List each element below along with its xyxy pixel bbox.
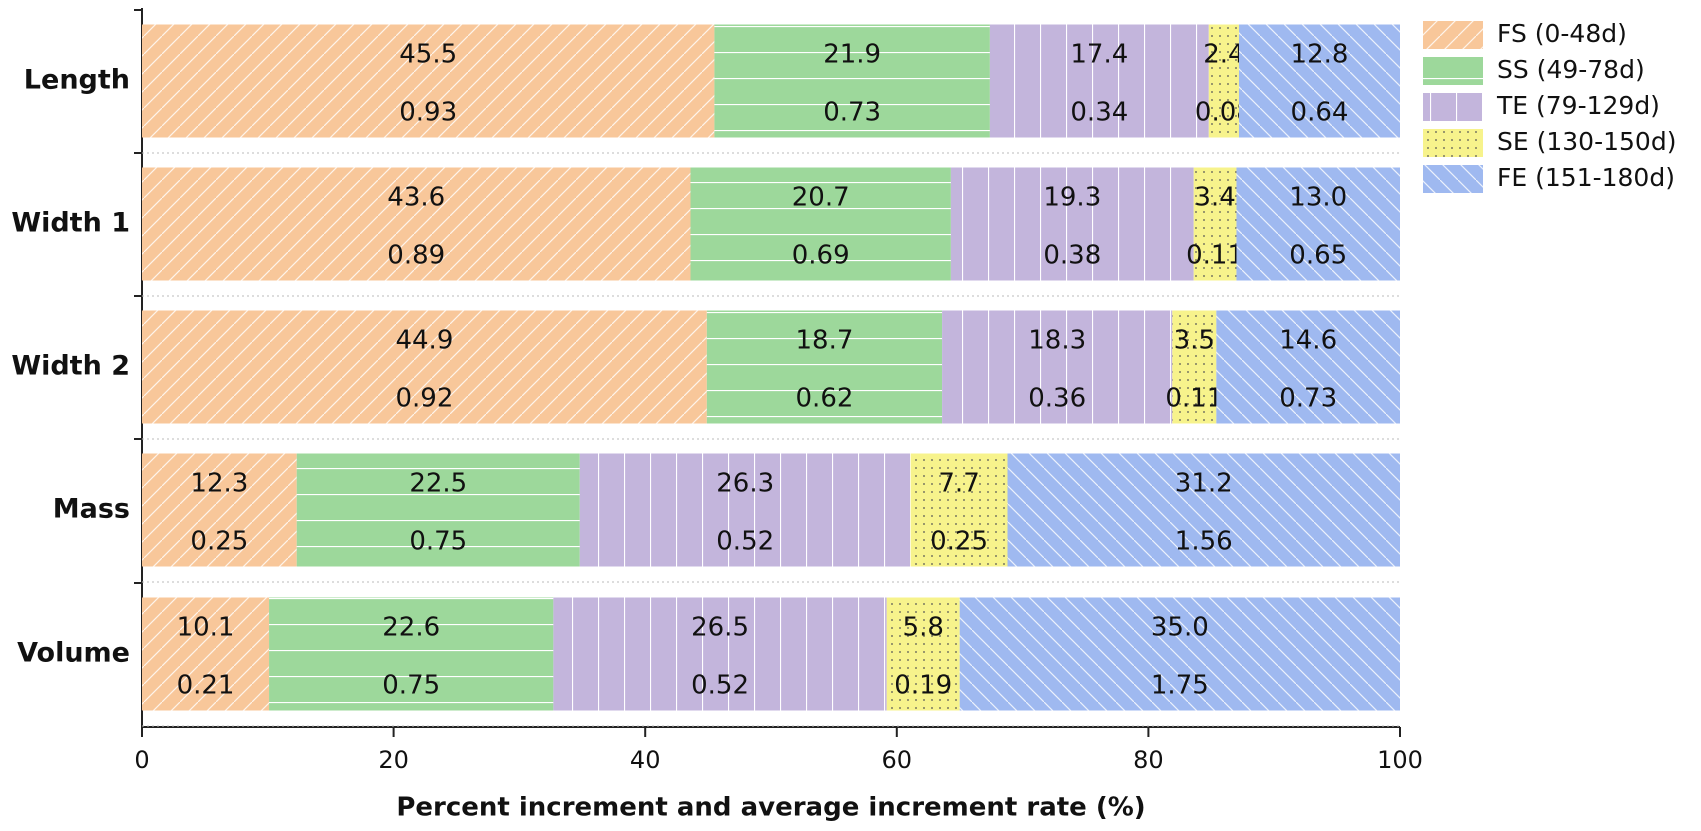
bar-segment xyxy=(579,453,911,567)
value-label: 17.4 xyxy=(1070,40,1128,70)
legend-label: TE (79-129d) xyxy=(1496,91,1660,120)
rate-label: 0.25 xyxy=(190,527,248,557)
bar-segment xyxy=(1208,24,1239,138)
value-label: 31.2 xyxy=(1175,469,1233,499)
rate-label: 0.52 xyxy=(691,671,749,701)
rate-label: 0.21 xyxy=(177,671,235,701)
bar-segment xyxy=(989,24,1209,138)
value-label: 19.3 xyxy=(1043,183,1101,213)
bar-segment xyxy=(959,597,1400,711)
x-tick-label: 100 xyxy=(1377,746,1423,774)
value-label: 3.5 xyxy=(1174,326,1215,356)
x-tick-label: 0 xyxy=(134,746,149,774)
legend-swatch xyxy=(1423,57,1483,85)
category-label: Mass xyxy=(53,494,130,525)
x-tick-label: 20 xyxy=(378,746,409,774)
value-label: 26.3 xyxy=(716,469,774,499)
bar-segment xyxy=(142,597,270,711)
rate-label: 0.11 xyxy=(1186,241,1244,271)
rate-label: 0.62 xyxy=(796,384,854,414)
value-label: 12.3 xyxy=(190,469,248,499)
legend-swatch xyxy=(1423,165,1483,193)
bar-segment xyxy=(142,453,297,567)
value-label: 3.4 xyxy=(1194,183,1235,213)
category-label: Length xyxy=(24,65,130,96)
category-label: Width 2 xyxy=(11,351,130,382)
x-tick-label: 60 xyxy=(882,746,913,774)
legend-swatch xyxy=(1423,21,1483,49)
value-label: 21.9 xyxy=(823,40,881,70)
rate-label: 0.19 xyxy=(894,671,952,701)
category-label: Width 1 xyxy=(11,208,130,239)
bar-segment xyxy=(296,453,580,567)
bar-segment xyxy=(1236,167,1400,281)
value-label: 18.7 xyxy=(796,326,854,356)
rate-label: 0.75 xyxy=(382,671,440,701)
legend-swatch xyxy=(1423,93,1483,121)
bar-segment xyxy=(910,453,1008,567)
bar-segment xyxy=(269,597,554,711)
rate-label: 0.73 xyxy=(1279,384,1337,414)
value-label: 13.0 xyxy=(1289,183,1347,213)
bar-segment xyxy=(950,167,1194,281)
bar-segment xyxy=(142,167,691,281)
value-label: 7.7 xyxy=(938,469,979,499)
legend-label: FE (151-180d) xyxy=(1497,163,1675,192)
bar-segment xyxy=(1172,310,1217,424)
legend-swatch xyxy=(1423,129,1483,157)
bar-segment xyxy=(1216,310,1400,424)
bar-segment xyxy=(706,310,943,424)
rate-label: 0.69 xyxy=(792,241,850,271)
rate-label: 0.92 xyxy=(395,384,453,414)
x-tick-label: 80 xyxy=(1133,746,1164,774)
bar-segment xyxy=(142,310,707,424)
rate-label: 0.36 xyxy=(1028,384,1086,414)
value-label: 26.5 xyxy=(691,613,749,643)
rate-label: 0.25 xyxy=(930,527,988,557)
value-label: 18.3 xyxy=(1028,326,1086,356)
rate-label: 0.38 xyxy=(1043,241,1101,271)
rate-label: 1.75 xyxy=(1151,671,1209,701)
rate-label: 0.89 xyxy=(387,241,445,271)
value-label: 22.5 xyxy=(409,469,467,499)
bar-segment xyxy=(1238,24,1400,138)
x-axis-label: Percent increment and average increment … xyxy=(396,793,1145,823)
rate-label: 0.73 xyxy=(823,98,881,128)
value-label: 10.1 xyxy=(177,613,235,643)
bar-segment xyxy=(886,597,960,711)
value-label: 45.5 xyxy=(399,40,457,70)
value-label: 14.6 xyxy=(1279,326,1337,356)
bar-segment xyxy=(942,310,1173,424)
value-label: 35.0 xyxy=(1151,613,1209,643)
rate-label: 0.75 xyxy=(409,527,467,557)
bar-segment xyxy=(1193,167,1237,281)
rate-label: 0.52 xyxy=(716,527,774,557)
bar-segment xyxy=(690,167,951,281)
legend-label: FS (0-48d) xyxy=(1497,19,1627,48)
bar-segment xyxy=(553,597,887,711)
rate-label: 0.65 xyxy=(1289,241,1347,271)
value-label: 22.6 xyxy=(382,613,440,643)
value-label: 44.9 xyxy=(395,326,453,356)
value-label: 43.6 xyxy=(387,183,445,213)
x-tick-label: 40 xyxy=(630,746,661,774)
value-label: 12.8 xyxy=(1291,40,1349,70)
bar-segment xyxy=(714,24,990,138)
bar-segment xyxy=(142,24,715,138)
category-label: Volume xyxy=(17,638,130,669)
bar-segment xyxy=(1007,453,1400,567)
rate-label: 0.11 xyxy=(1165,384,1223,414)
rate-label: 0.34 xyxy=(1070,98,1128,128)
value-label: 20.7 xyxy=(792,183,850,213)
rate-label: 1.56 xyxy=(1175,527,1233,557)
value-label: 5.8 xyxy=(903,613,944,643)
rate-label: 0.64 xyxy=(1291,98,1349,128)
legend-label: SS (49-78d) xyxy=(1497,55,1645,84)
rate-label: 0.93 xyxy=(399,98,457,128)
legend-label: SE (130-150d) xyxy=(1497,127,1676,156)
value-label: 2.4 xyxy=(1203,40,1244,70)
